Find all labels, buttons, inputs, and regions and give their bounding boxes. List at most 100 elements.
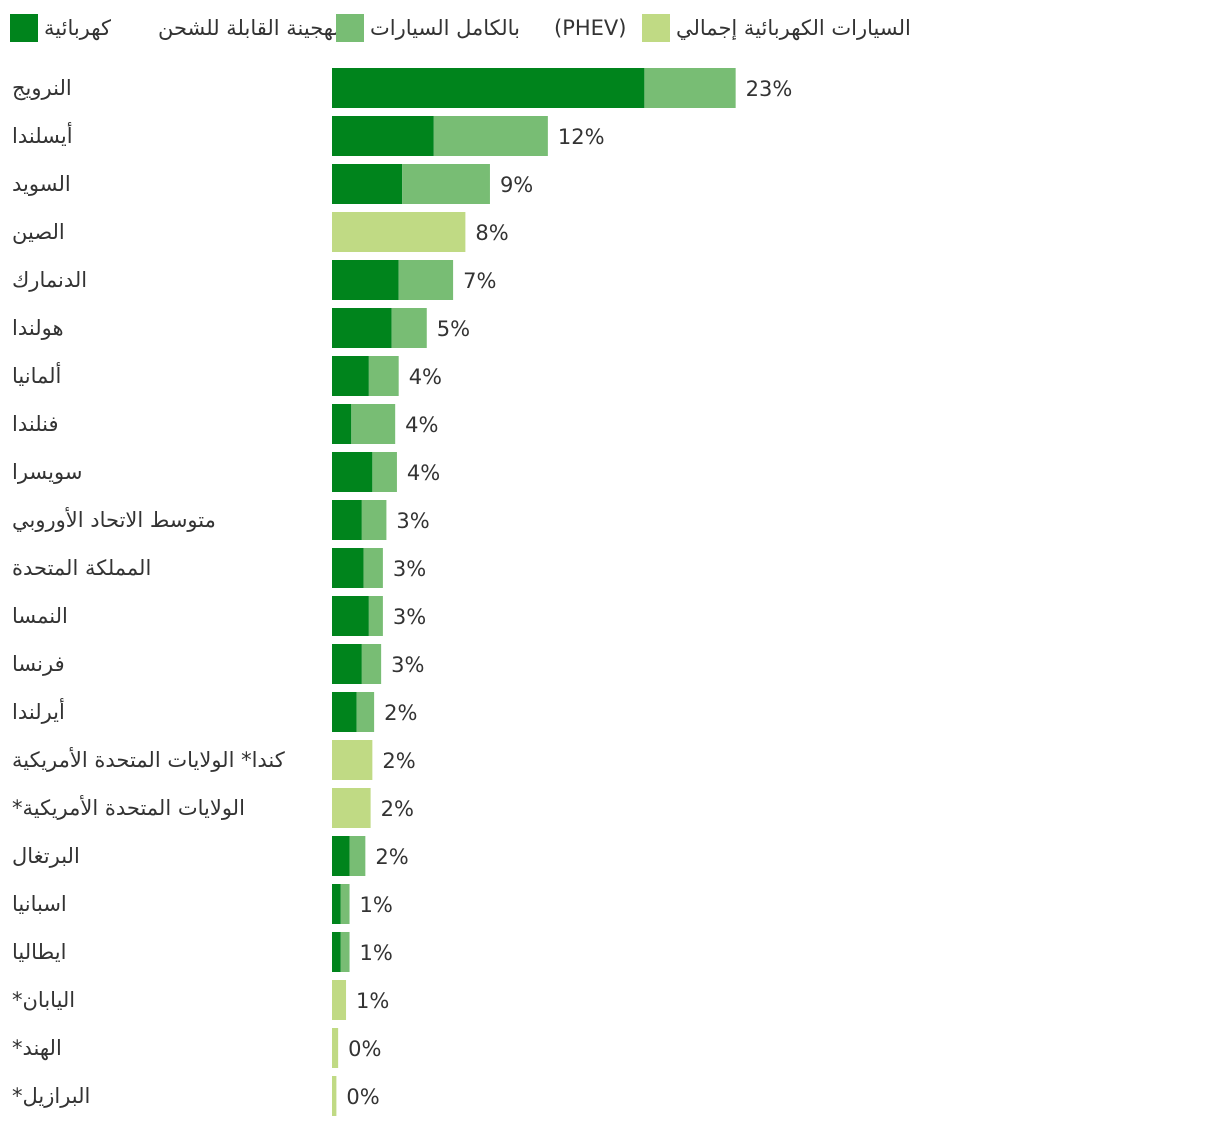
bar-segment-series-0 xyxy=(332,116,434,156)
category-label: البرازيل* xyxy=(12,1084,90,1108)
value-label: 4% xyxy=(409,365,442,389)
value-label: 1% xyxy=(360,893,393,917)
category-labels: النرويج أيسلندا السويد الصين الدنمارك هولندا أ… xyxy=(12,76,285,1108)
value-label: 3% xyxy=(396,509,429,533)
legend-item-total: السيارات الكهربائية إجمالي xyxy=(642,12,911,44)
chart-legend: كهربائية الهجينة القابلة للشحن بالكامل ا… xyxy=(0,0,1220,56)
legend-item-electric: كهربائية xyxy=(10,12,111,44)
bar-segment-series-2 xyxy=(332,1028,339,1068)
legend-swatch-phev xyxy=(336,14,364,42)
bar-segment-series-1 xyxy=(433,116,548,156)
legend-item-phev: الهجينة القابلة للشحن xyxy=(152,12,346,44)
bar-segment-series-1 xyxy=(644,68,736,108)
bar-segment-series-1 xyxy=(351,404,396,444)
bar-segment-series-0 xyxy=(332,68,645,108)
value-label: 3% xyxy=(391,653,424,677)
bar-segment-series-1 xyxy=(402,164,490,204)
value-label: 4% xyxy=(407,461,440,485)
category-label: سويسرا xyxy=(12,460,82,484)
category-label: هولندا xyxy=(12,316,64,340)
category-label: ايطاليا xyxy=(12,940,66,964)
legend-item-phev-swatch: بالكامل السيارات xyxy=(336,12,520,44)
bar-segment-series-1 xyxy=(340,884,350,924)
legend-label-total: السيارات الكهربائية إجمالي xyxy=(676,16,911,40)
bar-segment-series-0 xyxy=(332,884,341,924)
category-label: البرتغال xyxy=(12,844,80,868)
value-labels: 23% 12% 9% 8% 7% 5% 4% 4% 4% 3% 3% 3% 3% 2% 2% 2% 2% 1% 1%… xyxy=(346,77,792,1109)
bar-segment-series-0 xyxy=(332,596,369,636)
bar-segment-series-0 xyxy=(332,836,350,876)
value-label: 0% xyxy=(346,1085,379,1109)
category-label: اليابان* xyxy=(12,988,75,1012)
bar-segment-series-1 xyxy=(368,356,399,396)
bar-segment-series-0 xyxy=(332,548,364,588)
value-label: 12% xyxy=(558,125,605,149)
value-label: 2% xyxy=(381,797,414,821)
legend-label-phev: الهجينة القابلة للشحن xyxy=(158,16,346,40)
category-label: أيسلندا xyxy=(12,122,73,148)
category-label: النمسا xyxy=(12,604,68,628)
bar-segment-series-1 xyxy=(361,644,382,684)
value-label: 0% xyxy=(348,1037,381,1061)
legend-label-abbr: (PHEV) xyxy=(554,16,627,40)
bar-segment-series-0 xyxy=(332,500,362,540)
value-label: 23% xyxy=(746,77,793,101)
category-label: الصين xyxy=(12,220,65,244)
value-label: 3% xyxy=(393,557,426,581)
category-label: كندا* الولايات المتحدة الأمريكية xyxy=(12,747,285,772)
value-label: 2% xyxy=(384,701,417,725)
bar-segment-series-2 xyxy=(332,788,371,828)
bar-segment-series-0 xyxy=(332,308,392,348)
bar-segment-series-2 xyxy=(332,980,347,1020)
value-label: 4% xyxy=(405,413,438,437)
bar-segment-series-1 xyxy=(363,548,383,588)
bar-segment-series-0 xyxy=(332,692,357,732)
category-label: المملكة المتحدة xyxy=(12,556,151,580)
bar-segment-series-1 xyxy=(356,692,375,732)
bar-segment-series-1 xyxy=(368,596,383,636)
category-label: السويد xyxy=(12,172,71,196)
category-label: النرويج xyxy=(12,76,72,100)
value-label: 3% xyxy=(393,605,426,629)
value-label: 8% xyxy=(475,221,508,245)
bar-segment-series-1 xyxy=(349,836,366,876)
bar-segment-series-1 xyxy=(340,932,350,972)
bar-chart: النرويج أيسلندا السويد الصين الدنمارك هولندا أ… xyxy=(12,68,792,1116)
bar-segment-series-1 xyxy=(372,452,397,492)
bar-segment-series-2 xyxy=(332,740,373,780)
value-label: 7% xyxy=(463,269,496,293)
legend-item-abbr: (PHEV) xyxy=(548,12,626,44)
category-label: الهند* xyxy=(12,1036,62,1060)
legend-swatch-electric xyxy=(10,14,38,42)
bar-segment-series-0 xyxy=(332,404,352,444)
value-label: 9% xyxy=(500,173,533,197)
category-label: الولايات المتحدة الأمريكية* xyxy=(12,795,245,820)
bars xyxy=(332,68,736,1116)
bar-segment-series-0 xyxy=(332,644,362,684)
bar-segment-series-1 xyxy=(398,260,454,300)
value-label: 2% xyxy=(375,845,408,869)
bar-segment-series-2 xyxy=(332,1076,337,1116)
value-label: 1% xyxy=(356,989,389,1013)
value-label: 5% xyxy=(437,317,470,341)
bar-segment-series-0 xyxy=(332,932,341,972)
bar-segment-series-0 xyxy=(332,356,369,396)
legend-label-full: بالكامل السيارات xyxy=(370,16,520,40)
category-label: متوسط الاتحاد الأوروبي xyxy=(12,507,216,532)
category-label: الدنمارك xyxy=(12,268,87,292)
bar-segment-series-0 xyxy=(332,164,403,204)
bar-segment-series-2 xyxy=(332,212,466,252)
legend-label-electric: كهربائية xyxy=(44,16,111,40)
bar-segment-series-1 xyxy=(391,308,427,348)
bar-segment-series-0 xyxy=(332,260,399,300)
category-label: فرنسا xyxy=(12,652,65,676)
category-label: ألمانيا xyxy=(12,362,61,388)
bar-segment-series-0 xyxy=(332,452,373,492)
category-label: فنلندا xyxy=(12,412,59,436)
bar-segment-series-1 xyxy=(361,500,387,540)
value-label: 1% xyxy=(360,941,393,965)
category-label: أيرلندا xyxy=(12,698,65,724)
value-label: 2% xyxy=(382,749,415,773)
category-label: اسبانيا xyxy=(12,892,67,916)
legend-swatch-total xyxy=(642,14,670,42)
